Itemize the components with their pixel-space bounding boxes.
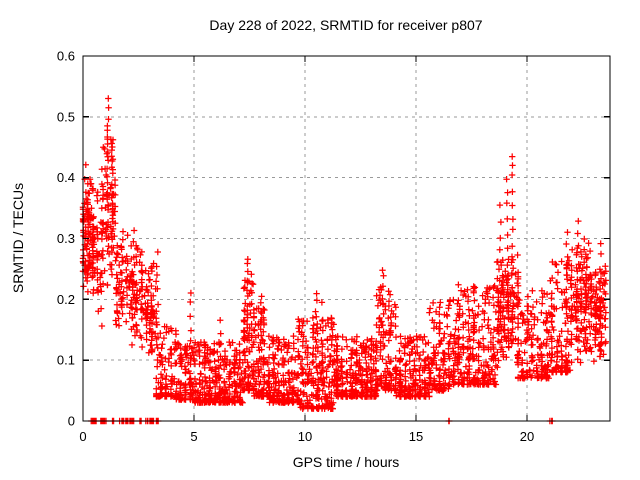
x-tick-label: 20 (520, 429, 534, 444)
y-tick-label: 0 (68, 414, 75, 429)
x-tick-label: 15 (409, 429, 423, 444)
plot-frame (82, 55, 611, 422)
grid-lines (83, 56, 610, 421)
chart-title: Day 228 of 2022, SRMTID for receiver p80… (209, 17, 482, 33)
y-tick-label: 0.1 (57, 353, 75, 368)
x-tick-label: 5 (190, 429, 197, 444)
x-tick-label: 0 (79, 429, 86, 444)
scatter-points (79, 95, 609, 425)
x-axis-label: GPS time / hours (293, 454, 400, 470)
y-tick-label: 0.5 (57, 109, 75, 124)
y-tick-label: 0.2 (57, 292, 75, 307)
x-tick-label: 10 (298, 429, 312, 444)
y-axis-label: SRMTID / TECUs (10, 183, 26, 293)
y-tick-label: 0.6 (57, 49, 75, 64)
tick-labels: 0 5 10 15 20 0 0.1 0.2 0.3 0.4 0.5 0.6 (57, 49, 534, 445)
y-tick-label: 0.4 (57, 170, 75, 185)
y-tick-label: 0.3 (57, 231, 75, 246)
